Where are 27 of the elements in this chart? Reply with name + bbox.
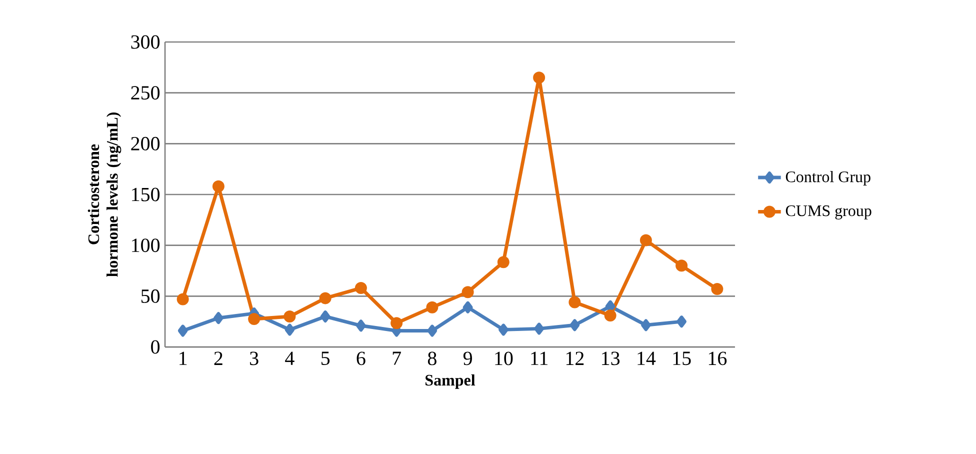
x-tick-label: 6 [356, 352, 366, 366]
y-tick-label: 300 [131, 35, 160, 49]
x-tick-label: 4 [285, 352, 294, 365]
y-tick-label: 250 [131, 86, 160, 100]
x-tick-label: 9 [463, 352, 472, 366]
x-tick-label: 7 [392, 352, 401, 365]
x-tick-label: 8 [428, 352, 436, 366]
legend-label: Control Grup [786, 170, 870, 186]
legend-label: CUMS group [786, 205, 872, 220]
y-tick-label: 50 [141, 289, 160, 303]
x-tick-label: 16 [708, 352, 727, 366]
x-tick-label: 10 [495, 352, 513, 366]
x-tick-label: 15 [673, 352, 691, 366]
x-tick-label: 14 [638, 352, 656, 365]
y-tick-label: 0 [151, 340, 160, 354]
x-tick-label: 1 [180, 352, 187, 365]
x-tick-label: 5 [321, 352, 330, 365]
y-tick-label: 150 [132, 188, 160, 202]
x-tick-label: 13 [602, 352, 620, 366]
x-tick-label: 11 [531, 352, 548, 365]
x-tick-label: 2 [214, 352, 222, 365]
x-tick-label: 3 [250, 352, 258, 366]
x-tick-label: 12 [566, 352, 584, 365]
y-tick-label: 200 [131, 136, 160, 150]
y-tick-label: 100 [132, 238, 160, 252]
x-axis-title: Sampel [426, 374, 476, 389]
y-axis-title: Corticosterone hormone levels (ng/mL) [88, 112, 122, 277]
